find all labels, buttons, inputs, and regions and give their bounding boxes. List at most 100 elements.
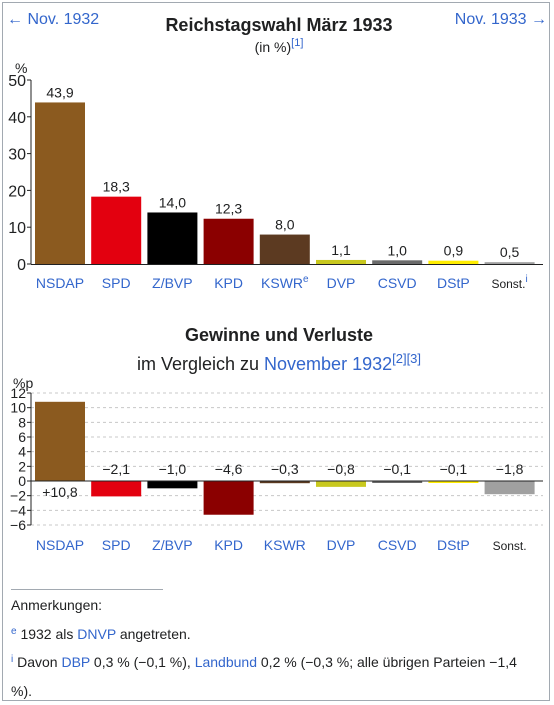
- chart1-bar-csvd: [372, 260, 423, 264]
- chart1-category-label: Sonst.i: [491, 274, 527, 291]
- chart2-bar-kpd: [203, 481, 254, 515]
- notes-divider: [11, 589, 163, 590]
- notes-heading: Anmerkungen:: [11, 597, 103, 613]
- chart1-y-tick-label: 10: [8, 220, 26, 237]
- chart1-data-label: 12,3: [215, 201, 242, 217]
- chart2-category-label: SPD: [102, 537, 131, 553]
- chart1-data-label: 0,9: [444, 243, 464, 259]
- chart1-category-name: CSVD: [378, 275, 417, 291]
- chart2-y-tick-label: 0: [18, 473, 26, 489]
- chart1-category-name: DStP: [437, 275, 470, 291]
- chart2-y-tick-label: 2: [18, 458, 26, 474]
- prev-election-link[interactable]: ← Nov. 1932: [7, 11, 99, 28]
- chart1-data-label: 0,5: [500, 244, 520, 260]
- chart1-data-label: 18,3: [103, 179, 130, 195]
- note-e: e 1932 als DNVP angetreten.: [11, 620, 541, 649]
- next-election-link[interactable]: Nov. 1933 →: [455, 11, 547, 28]
- chart1-category-label: DVP: [327, 275, 356, 291]
- chart1-category-name: NSDAP: [36, 275, 84, 291]
- chart1-category-sup: e: [303, 274, 309, 285]
- chart1-bar-spd: [91, 196, 142, 264]
- chart1-bar-nsdap: [35, 102, 85, 264]
- chart1-bar-dvp: [316, 259, 366, 264]
- chart2-y-tick-label: 8: [18, 414, 26, 430]
- chart1-title: Reichstagswahl März 1933: [165, 15, 392, 35]
- dnvp-link[interactable]: DNVP: [77, 625, 116, 642]
- chart2-y-tick-label: −2: [10, 488, 26, 504]
- chart2-bar-dvp: [316, 481, 366, 487]
- vote-share-chart: % 0 10 20 30 40 50 43,9 NSDAP 18,3 SPD 14,0 Z/BVP 12,…: [8, 60, 543, 291]
- chart1-category-label: DStP: [437, 275, 470, 291]
- note-i-text-2: 0,3 % (−0,1 %),: [90, 654, 195, 670]
- chart1-data-label: 1,1: [331, 242, 351, 258]
- chart2-data-label: −2,1: [102, 461, 130, 477]
- chart2-category-label: DStP: [437, 537, 470, 553]
- chart2-bar-zbvp: [147, 481, 198, 489]
- chart2-category-label: Sonst.: [493, 539, 527, 553]
- chart1-category-name: KPD: [214, 275, 243, 291]
- landbund-link[interactable]: Landbund: [194, 654, 257, 670]
- chart2-y-tick-label: 12: [10, 385, 26, 401]
- chart1-footnote-ref[interactable]: [1]: [291, 37, 303, 49]
- chart2-category-label: KSWR: [264, 537, 306, 553]
- chart2-data-label: −0,3: [271, 461, 299, 477]
- chart2-bar-spd: [91, 481, 142, 497]
- chart1-category-name: Sonst.: [491, 277, 525, 291]
- chart1-category-name: SPD: [102, 275, 131, 291]
- chart2-category-label: DVP: [327, 537, 356, 553]
- chart2-data-label: −1,8: [496, 461, 524, 477]
- chart1-data-label: 1,0: [387, 242, 407, 258]
- chart1-category-name: DVP: [327, 275, 356, 291]
- chart2-y-tick-label: 4: [18, 444, 26, 460]
- chart1-category-label: KSWRe: [261, 274, 309, 291]
- chart2-data-label: −1,0: [159, 461, 187, 477]
- chart2-subtitle: im Vergleich zu November 1932[2][3]: [137, 351, 421, 374]
- chart2-y-tick-label: 6: [18, 429, 26, 445]
- chart1-y-tick-label: 40: [8, 110, 26, 127]
- chart2-category-label: NSDAP: [36, 537, 84, 553]
- chart2-y-tick-label: −6: [10, 517, 26, 533]
- chart2-data-label: −0,1: [383, 461, 411, 477]
- chart2-category-label: Z/BVP: [152, 537, 192, 553]
- note-i-text-1: Davon: [17, 654, 62, 670]
- chart1-bar-sonst: [484, 262, 535, 264]
- chart2-bar-dstp: [428, 481, 479, 483]
- chart1-bar-zbvp: [147, 212, 198, 264]
- chart2-data-label: −0,8: [327, 461, 355, 477]
- chart2-y-tick-label: 10: [10, 400, 26, 416]
- chart1-y-tick-label: 0: [17, 257, 26, 274]
- chart1-y-tick-label: 50: [8, 73, 26, 90]
- chart1-category-label: SPD: [102, 275, 131, 291]
- chart1-category-name: KSWR: [261, 275, 303, 291]
- chart1-category-name: Z/BVP: [152, 275, 192, 291]
- chart2-category-label: KPD: [214, 537, 243, 553]
- chart1-category-label: Z/BVP: [152, 275, 192, 291]
- note-e-text-2: angetreten.: [115, 625, 191, 642]
- chart1-bar-dstp: [428, 260, 479, 264]
- chart1-data-label: 14,0: [159, 194, 186, 210]
- chart1-bar-kpd: [203, 218, 254, 264]
- chart2-footnote-ref[interactable]: [2][3]: [392, 351, 421, 366]
- note-i-text-3: 0,2 % (−0,3 %; alle übrigen Parteien −1,…: [11, 654, 517, 699]
- chart2-title: Gewinne und Verluste: [185, 325, 373, 345]
- chart2-data-label: −0,1: [440, 461, 468, 477]
- note-i: i Davon DBP 0,3 % (−0,1 %), Landbund 0,2…: [11, 648, 541, 705]
- charts-canvas: ← Nov. 1932 Nov. 1933 → Reichstagswahl M…: [7, 11, 547, 553]
- chart2-subtitle-link[interactable]: November 1932: [264, 354, 392, 374]
- chart2-bar-sonst: [484, 481, 535, 495]
- chart1-data-label: 8,0: [275, 217, 295, 233]
- chart2-data-label: +10,8: [42, 484, 78, 500]
- chart2-y-axis-label: %p: [13, 375, 33, 391]
- dbp-link[interactable]: DBP: [61, 654, 91, 670]
- chart1-y-tick-label: 30: [8, 147, 26, 164]
- chart1-category-label: NSDAP: [36, 275, 84, 291]
- chart2-subtitle-prefix: im Vergleich zu: [137, 354, 264, 374]
- chart2-category-label: CSVD: [378, 537, 417, 553]
- chart1-data-label: 43,9: [46, 84, 73, 100]
- chart2-bar-kswr: [259, 481, 310, 484]
- chart1-category-label: KPD: [214, 275, 243, 291]
- note-e-text-1: 1932 als: [20, 625, 78, 642]
- chart1-subtitle-text: (in %): [255, 39, 292, 55]
